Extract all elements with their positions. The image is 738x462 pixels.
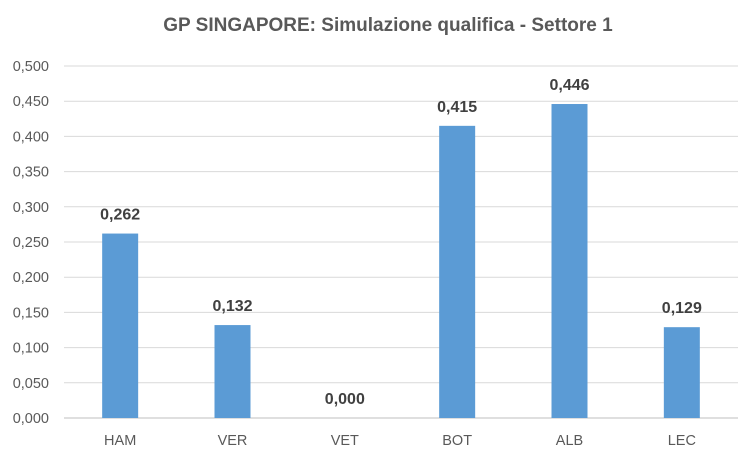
category-label-lec: LEC <box>668 433 696 449</box>
bar-alb <box>551 104 588 419</box>
data-label-ham: 0,262 <box>100 207 140 224</box>
x-axis-category-labels: HAM VER VET BOT ALB LEC <box>104 433 696 449</box>
data-labels: 0,262 0,132 0,000 0,415 0,446 0,129 <box>100 77 702 408</box>
y-tick-label: 0,350 <box>13 165 49 181</box>
y-tick-label: 0,050 <box>13 376 49 392</box>
category-label-bot: BOT <box>442 433 472 449</box>
y-tick-label: 0,250 <box>13 235 49 251</box>
data-label-bot: 0,415 <box>437 99 477 116</box>
y-tick-label: 0,200 <box>13 270 49 286</box>
y-axis-tick-labels: 0,000 0,050 0,100 0,150 0,200 0,250 0,300 0,350… <box>13 59 49 427</box>
bars <box>102 104 700 419</box>
bar-ver <box>214 325 251 418</box>
data-label-alb: 0,446 <box>549 77 589 94</box>
bar-ham <box>102 233 139 418</box>
y-tick-label: 0,400 <box>13 129 49 145</box>
data-label-ver: 0,132 <box>212 298 252 315</box>
chart-title: GP SINGAPORE: Simulazione qualifica - Se… <box>163 15 613 36</box>
category-label-alb: ALB <box>556 433 583 449</box>
bar-bot <box>439 125 476 418</box>
y-tick-label: 0,150 <box>13 305 49 321</box>
y-tick-label: 0,450 <box>13 94 49 110</box>
y-tick-label: 0,300 <box>13 200 49 216</box>
gridlines <box>64 65 738 419</box>
y-tick-label: 0,100 <box>13 341 49 357</box>
data-label-lec: 0,129 <box>662 300 702 317</box>
category-label-ham: HAM <box>104 433 136 449</box>
category-label-vet: VET <box>331 433 359 449</box>
y-tick-label: 0,500 <box>13 59 49 75</box>
category-label-ver: VER <box>218 433 248 449</box>
y-tick-label: 0,000 <box>13 411 49 427</box>
bar-lec <box>663 327 700 418</box>
data-label-vet: 0,000 <box>325 391 365 408</box>
